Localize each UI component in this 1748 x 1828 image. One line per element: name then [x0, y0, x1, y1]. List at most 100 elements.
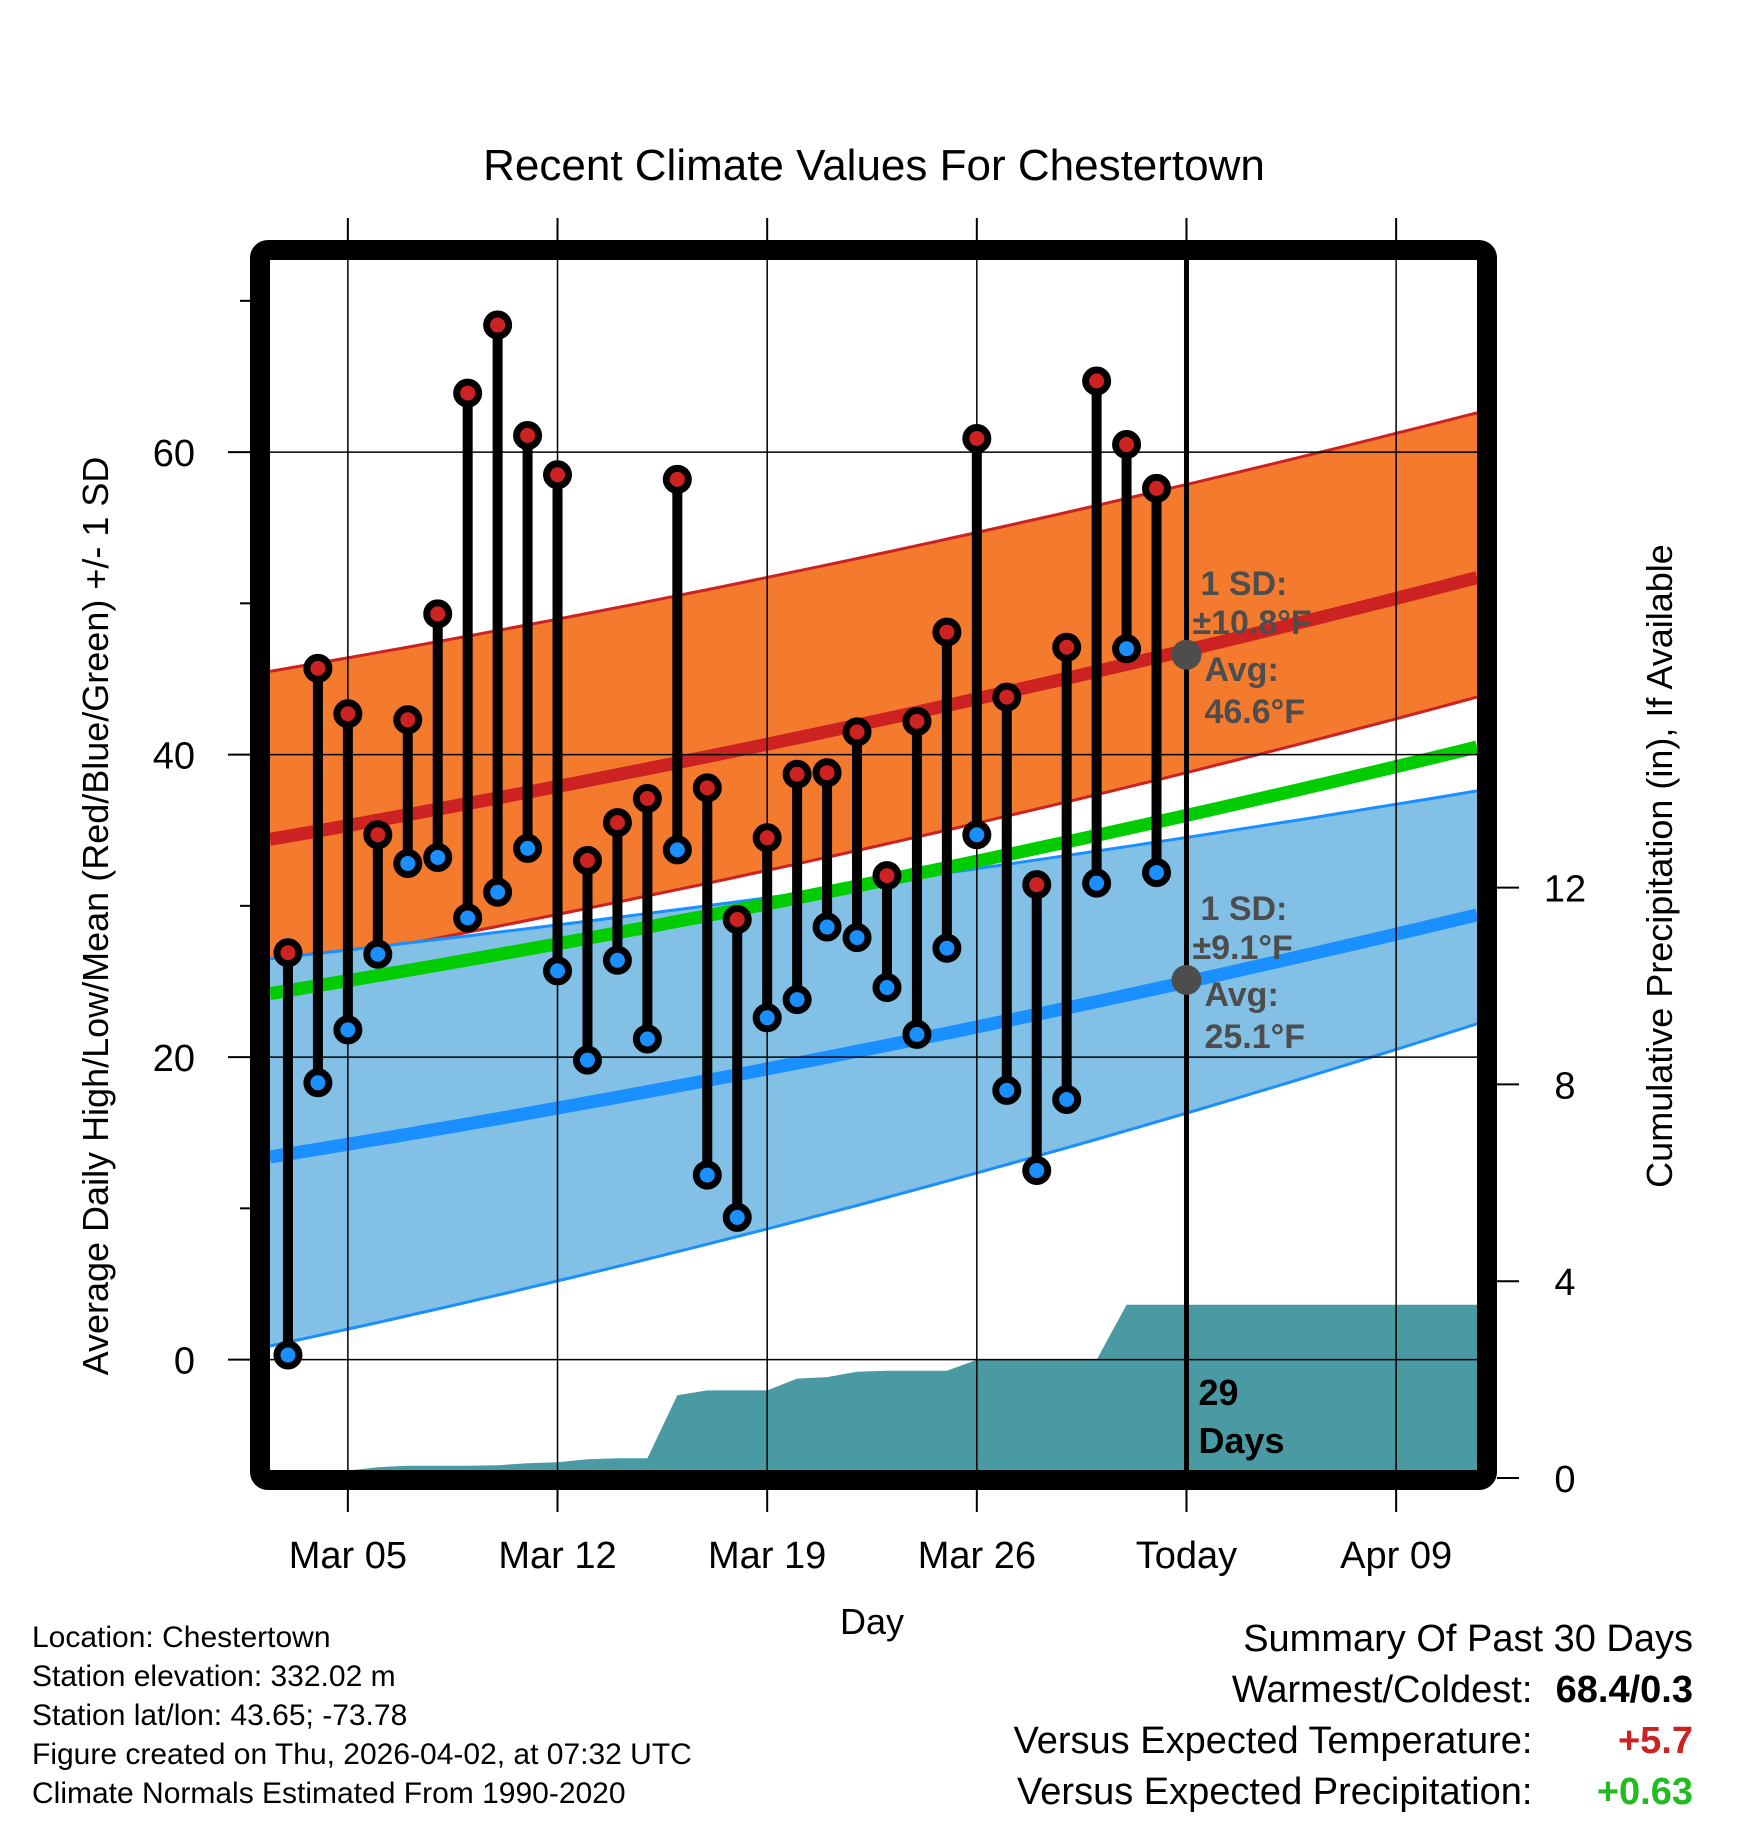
low-temp-marker — [1112, 634, 1142, 664]
warmest-coldest-value: 68.4/0.3 — [1555, 1669, 1693, 1711]
high-temp-marker — [842, 717, 872, 747]
precip-value: +0.63 — [1596, 1771, 1693, 1813]
high-temp-marker — [273, 938, 303, 968]
low-sd-lower-line — [270, 1022, 1477, 1348]
chart-title: Recent Climate Values For Chestertown — [483, 141, 1265, 190]
plot-frame — [250, 240, 1497, 1490]
y2-tick-label: 4 — [1554, 1262, 1575, 1304]
high-temp-marker — [363, 820, 393, 850]
summary-title: Summary Of Past 30 Days — [1243, 1618, 1693, 1660]
summary-precip: Versus Expected Precipitation: +0.63 — [1014, 1767, 1693, 1818]
low-annotation-avg-label: Avg: — [1204, 976, 1278, 1014]
high-temp-marker — [333, 699, 363, 729]
y-tick-label: 60 — [153, 433, 195, 475]
y-tick-label: 20 — [153, 1038, 195, 1080]
y-tick-label: 0 — [174, 1341, 195, 1383]
high-temp-marker — [423, 599, 453, 629]
high-temp-marker — [453, 378, 483, 408]
y2-tick-label: 12 — [1544, 869, 1586, 911]
low-temp-marker — [273, 1340, 303, 1370]
y2-tick-label: 8 — [1554, 1065, 1575, 1107]
low-temp-marker — [812, 912, 842, 942]
x-tick-label: Mar 05 — [289, 1535, 407, 1577]
high-annotation-avg-value: 46.6°F — [1204, 693, 1305, 731]
high-temp-marker — [1082, 366, 1112, 396]
info-normals: Climate Normals Estimated From 1990-2020 — [32, 1777, 626, 1810]
y2-tick-label: 0 — [1554, 1459, 1575, 1501]
low-temp-marker — [992, 1075, 1022, 1105]
low-temp-marker — [782, 985, 812, 1015]
low-temp-marker — [1082, 868, 1112, 898]
low-temp-marker — [483, 877, 513, 907]
low-temp-marker — [303, 1068, 333, 1098]
high-temp-marker — [902, 706, 932, 736]
low-temp-marker — [602, 945, 632, 975]
high-temp-marker — [393, 705, 423, 735]
low-temp-marker — [423, 842, 453, 872]
low-temp-marker — [962, 820, 992, 850]
x-tick-label: Mar 19 — [708, 1535, 826, 1577]
x-tick-label: Mar 26 — [918, 1535, 1036, 1577]
low-temp-marker — [632, 1024, 662, 1054]
low-temp-marker — [393, 848, 423, 878]
days-text-label: Days — [1198, 1420, 1284, 1461]
low-temp-marker — [932, 933, 962, 963]
high-temp-marker — [1022, 870, 1052, 900]
info-elevation: Station elevation: 332.02 m — [32, 1660, 396, 1693]
high-temp-marker — [992, 682, 1022, 712]
days-count-label: 29 — [1198, 1372, 1238, 1413]
high-temp-marker — [782, 759, 812, 789]
high-temp-marker — [572, 845, 602, 875]
temp-label: Versus Expected Temperature: — [1013, 1720, 1533, 1762]
low-avg-dot — [1171, 964, 1202, 995]
low-sd-band — [270, 790, 1477, 1346]
summary-warmest-coldest: Warmest/Coldest: 68.4/0.3 — [1014, 1665, 1693, 1716]
high-temp-marker — [602, 808, 632, 838]
low-temp-marker — [842, 923, 872, 953]
high-temp-marker — [962, 423, 992, 453]
low-temp-marker — [662, 835, 692, 865]
avg-mean-line — [270, 740, 1477, 1001]
x-tick-label: Mar 12 — [498, 1535, 616, 1577]
precip-area — [353, 1304, 1477, 1470]
high-temp-marker — [722, 904, 752, 934]
summary-panel: Summary Of Past 30 Days Warmest/Coldest:… — [1014, 1614, 1693, 1818]
summary-temp: Versus Expected Temperature: +5.7 — [1014, 1716, 1693, 1767]
low-annotation-sd-value: ±9.1°F — [1192, 929, 1292, 967]
temp-value: +5.7 — [1617, 1720, 1693, 1762]
high-temp-marker — [932, 617, 962, 647]
high-temp-marker — [303, 653, 333, 683]
low-temp-marker — [722, 1202, 752, 1232]
high-annotation-sd-value: ±10.8°F — [1192, 604, 1311, 642]
high-sd-band — [270, 412, 1477, 970]
low-temp-marker — [692, 1160, 722, 1190]
low-temp-marker — [1142, 858, 1172, 888]
x-tick-label: Today — [1136, 1535, 1237, 1577]
x-tick-label: Apr 09 — [1340, 1535, 1452, 1577]
warmest-coldest-label: Warmest/Coldest: — [1231, 1669, 1533, 1711]
low-annotation-sd-label: 1 SD: — [1200, 890, 1287, 928]
low-temp-marker — [902, 1019, 932, 1049]
low-temp-marker — [572, 1045, 602, 1075]
high-temp-marker — [513, 420, 543, 450]
low-temp-marker — [513, 833, 543, 863]
info-latlon: Station lat/lon: 43.65; -73.78 — [32, 1699, 408, 1732]
precip-label: Versus Expected Precipitation: — [1017, 1771, 1533, 1813]
high-temp-marker — [483, 310, 513, 340]
low-temp-marker — [1052, 1084, 1082, 1114]
x-axis-title: Day — [840, 1601, 904, 1642]
low-temp-marker — [752, 1003, 782, 1033]
low-temp-marker — [543, 956, 573, 986]
y-tick-label: 40 — [153, 736, 195, 778]
high-annotation-avg-label: Avg: — [1204, 651, 1278, 689]
high-temp-marker — [752, 823, 782, 853]
high-temp-marker — [543, 460, 573, 490]
low-temp-marker — [453, 903, 483, 933]
high-temp-marker — [692, 773, 722, 803]
high-temp-marker — [872, 861, 902, 891]
low-temp-marker — [872, 973, 902, 1003]
high-temp-marker — [632, 783, 662, 813]
station-info: Location: Chestertown Station elevation:… — [32, 1618, 692, 1813]
